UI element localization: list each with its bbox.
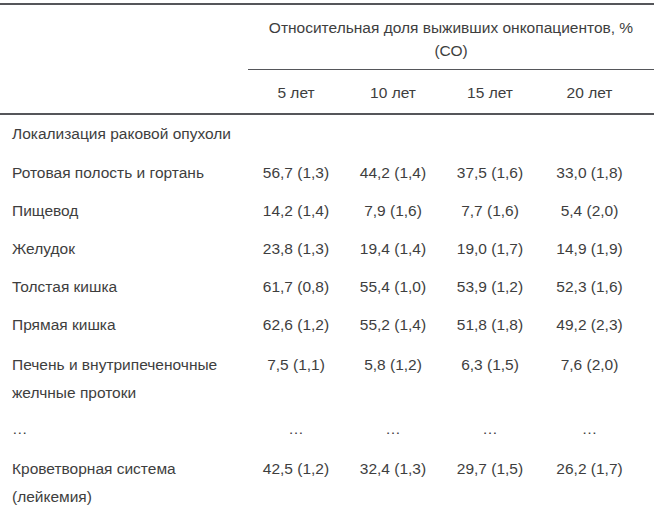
row-label: Желудок bbox=[0, 230, 248, 268]
stub-header-cell bbox=[0, 4, 248, 70]
document-page: Относительная доля выживших онкопациенто… bbox=[0, 0, 654, 512]
row-label: Прямая кишка bbox=[0, 306, 248, 346]
cell-value: 53,9 (1,2) bbox=[442, 268, 538, 306]
table-row: Прямая кишка 62,6 (1,2) 55,2 (1,4) 51,8 … bbox=[0, 306, 654, 346]
cell-value: 49,2 (2,3) bbox=[538, 306, 654, 346]
cell-value: 42,5 (1,2) bbox=[248, 450, 344, 512]
cell-value: … bbox=[248, 410, 344, 450]
table-header: Относительная доля выживших онкопациенто… bbox=[0, 4, 654, 114]
cell-value: 62,6 (1,2) bbox=[248, 306, 344, 346]
column-header-5yr: 5 лет bbox=[248, 70, 344, 115]
cell-value: … bbox=[442, 410, 538, 450]
cell-value: 7,5 (1,1) bbox=[248, 346, 344, 410]
cell-value: 56,7 (1,3) bbox=[248, 154, 344, 192]
cell-value: 55,4 (1,0) bbox=[344, 268, 442, 306]
cell-value: 7,7 (1,6) bbox=[442, 192, 538, 230]
survival-table: Относительная доля выживших онкопациенто… bbox=[0, 3, 654, 512]
section-row: Локализация раковой опухоли bbox=[0, 114, 654, 154]
column-header-10yr: 10 лет bbox=[344, 70, 442, 115]
table-row: Желудок 23,8 (1,3) 19,4 (1,4) 19,0 (1,7)… bbox=[0, 230, 654, 268]
cell-value: … bbox=[538, 410, 654, 450]
table-row: Кроветворная система (лейкемия) 42,5 (1,… bbox=[0, 450, 654, 512]
header-rule-gap bbox=[344, 102, 349, 110]
cell-value: 55,2 (1,4) bbox=[344, 306, 442, 346]
cell-value: 29,7 (1,5) bbox=[442, 450, 538, 512]
header-rule-gap bbox=[538, 102, 543, 110]
column-header-row: 5 лет 10 лет 15 лет 20 лет bbox=[0, 70, 654, 115]
table-body: Локализация раковой опухоли Ротовая поло… bbox=[0, 114, 654, 512]
cell-value: 7,6 (2,0) bbox=[538, 346, 654, 410]
cell-value: 19,0 (1,7) bbox=[442, 230, 538, 268]
cell-value: 44,2 (1,4) bbox=[344, 154, 442, 192]
cell-value: 37,5 (1,6) bbox=[442, 154, 538, 192]
cell-value: 33,0 (1,8) bbox=[538, 154, 654, 192]
cell-value: 61,7 (0,8) bbox=[248, 268, 344, 306]
table-row-ellipsis: … … … … … bbox=[0, 410, 654, 450]
cell-value: 6,3 (1,5) bbox=[442, 346, 538, 410]
cell-value: 5,8 (1,2) bbox=[344, 346, 442, 410]
column-header-20yr: 20 лет bbox=[538, 70, 654, 115]
row-label: Печень и внутрипеченочные желчные проток… bbox=[0, 346, 248, 410]
group-header-label: Относительная доля выживших онкопациенто… bbox=[248, 4, 654, 70]
row-label: Толстая кишка bbox=[0, 268, 248, 306]
cell-value: 5,4 (2,0) bbox=[538, 192, 654, 230]
stub-subheader-cell bbox=[0, 70, 248, 115]
cell-value: 26,2 (1,7) bbox=[538, 450, 654, 512]
cell-value: 7,9 (1,6) bbox=[344, 192, 442, 230]
column-header-15yr: 15 лет bbox=[442, 70, 538, 115]
cell-value: … bbox=[344, 410, 442, 450]
cell-value: 14,2 (1,4) bbox=[248, 192, 344, 230]
cell-value: 32,4 (1,3) bbox=[344, 450, 442, 512]
table-row: Пищевод 14,2 (1,4) 7,9 (1,6) 7,7 (1,6) 5… bbox=[0, 192, 654, 230]
header-rule-gap bbox=[442, 102, 447, 110]
cell-value: 23,8 (1,3) bbox=[248, 230, 344, 268]
table-row: Ротовая полость и гортань 56,7 (1,3) 44,… bbox=[0, 154, 654, 192]
table-row: Толстая кишка 61,7 (0,8) 55,4 (1,0) 53,9… bbox=[0, 268, 654, 306]
cell-value: 19,4 (1,4) bbox=[344, 230, 442, 268]
row-label: Ротовая полость и гортань bbox=[0, 154, 248, 192]
row-label: … bbox=[0, 410, 248, 450]
section-label: Локализация раковой опухоли bbox=[0, 114, 654, 154]
cell-value: 52,3 (1,6) bbox=[538, 268, 654, 306]
cell-value: 14,9 (1,9) bbox=[538, 230, 654, 268]
table-row: Печень и внутрипеченочные желчные проток… bbox=[0, 346, 654, 410]
row-label: Пищевод bbox=[0, 192, 248, 230]
group-header-row: Относительная доля выживших онкопациенто… bbox=[0, 4, 654, 70]
cell-value: 51,8 (1,8) bbox=[442, 306, 538, 346]
row-label: Кроветворная система (лейкемия) bbox=[0, 450, 248, 512]
